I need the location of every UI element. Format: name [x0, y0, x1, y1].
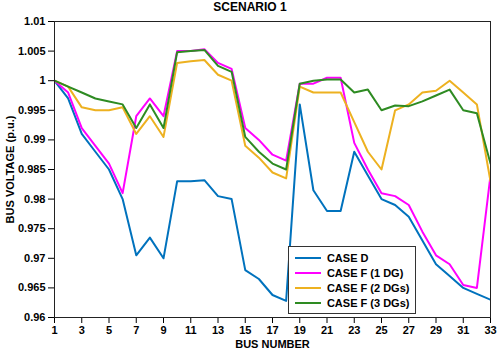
- svg-text:17: 17: [266, 324, 278, 336]
- svg-text:3: 3: [79, 324, 85, 336]
- svg-text:BUS NUMBER: BUS NUMBER: [235, 338, 310, 350]
- svg-text:15: 15: [239, 324, 251, 336]
- svg-text:11: 11: [185, 324, 197, 336]
- svg-text:0.985: 0.985: [18, 163, 46, 175]
- html-text:CASE D: CASE D: [326, 251, 369, 264]
- svg-text:BUS VOLTAGE (p.u.): BUS VOLTAGE (p.u.): [4, 115, 16, 223]
- svg-text:1: 1: [39, 74, 45, 86]
- html-text:CASE F (1 DG): CASE F (1 DG): [326, 266, 404, 279]
- html-text:SCENARIO 1: SCENARIO 1: [213, 0, 287, 14]
- svg-text:0.965: 0.965: [18, 281, 46, 293]
- svg-text:1.01: 1.01: [24, 15, 45, 27]
- svg-text:23: 23: [348, 324, 360, 336]
- svg-text:25: 25: [375, 324, 387, 336]
- svg-text:13: 13: [212, 324, 224, 336]
- svg-text:0.975: 0.975: [18, 222, 46, 234]
- svg-text:1: 1: [51, 324, 57, 336]
- html-text:CASE F (3 DGs): CASE F (3 DGs): [326, 296, 410, 309]
- svg-text:27: 27: [403, 324, 415, 336]
- svg-text:5: 5: [106, 324, 112, 336]
- svg-text:0.99: 0.99: [24, 133, 45, 145]
- svg-text:33: 33: [484, 324, 496, 336]
- svg-text:0.96: 0.96: [24, 311, 45, 323]
- svg-text:0.98: 0.98: [24, 193, 45, 205]
- svg-text:9: 9: [160, 324, 166, 336]
- svg-text:21: 21: [321, 324, 333, 336]
- svg-text:1.005: 1.005: [18, 45, 46, 57]
- svg-text:0.97: 0.97: [24, 252, 45, 264]
- svg-text:7: 7: [133, 324, 139, 336]
- svg-text:19: 19: [294, 324, 306, 336]
- svg-text:29: 29: [430, 324, 442, 336]
- html-text:CASE F (2 DGs): CASE F (2 DGs): [326, 281, 410, 294]
- svg-text:0.995: 0.995: [18, 104, 46, 116]
- svg-text:31: 31: [457, 324, 469, 336]
